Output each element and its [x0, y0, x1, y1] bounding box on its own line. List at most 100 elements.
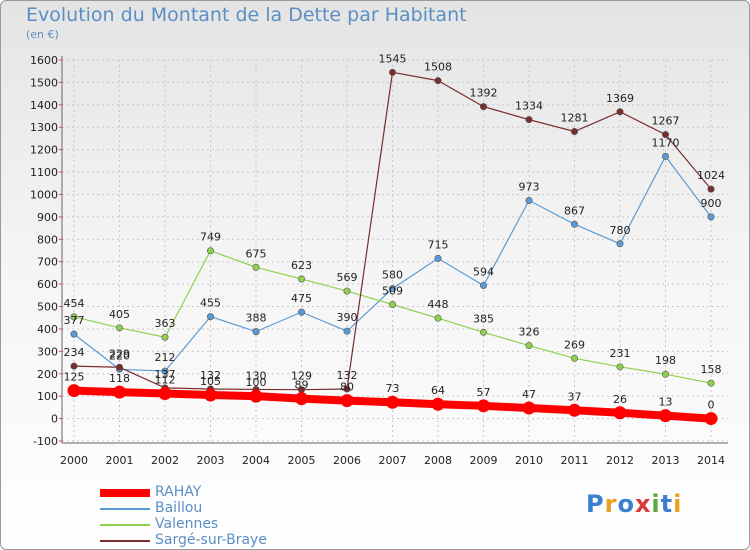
data-point	[707, 379, 715, 387]
chart-unit-label: (en €)	[26, 28, 59, 41]
y-tick-label: 1600	[30, 54, 58, 67]
data-label: 675	[246, 247, 267, 260]
data-point	[570, 220, 578, 228]
legend-item: Baillou	[100, 500, 320, 517]
data-label: 1545	[379, 52, 407, 65]
data-point	[434, 77, 442, 85]
data-point	[386, 395, 399, 409]
x-tick-label: 2011	[561, 454, 589, 467]
data-point	[388, 68, 396, 76]
legend-swatch	[100, 540, 150, 542]
data-point	[70, 362, 78, 370]
legend-label: RAHAY	[155, 484, 202, 500]
y-tick-label: 0	[51, 413, 58, 426]
legend-item: Sargé-sur-Braye	[100, 532, 320, 549]
data-label: 89	[295, 379, 309, 392]
data-label: 0	[708, 399, 715, 412]
data-point	[707, 213, 715, 221]
legend-item: RAHAY	[100, 484, 320, 501]
y-tick-label: 700	[37, 256, 58, 269]
data-point	[704, 412, 718, 426]
x-tick-label: 2000	[60, 454, 88, 467]
data-label: 1024	[697, 169, 725, 182]
data-label: 780	[610, 224, 631, 237]
data-label: 1267	[652, 115, 680, 128]
data-point	[249, 389, 263, 403]
legend-label: Baillou	[155, 500, 203, 516]
data-point	[116, 363, 124, 371]
data-label: 363	[155, 317, 176, 330]
data-label: 234	[64, 346, 85, 359]
legend-item: Valennes	[100, 516, 320, 533]
data-label: 105	[200, 375, 221, 388]
data-label: 129	[291, 370, 312, 383]
data-point	[570, 354, 578, 362]
data-label: 47	[522, 388, 536, 401]
data-label: 1392	[470, 87, 498, 100]
data-label: 569	[337, 271, 358, 284]
data-label: 80	[340, 381, 354, 394]
data-label: 269	[564, 338, 585, 351]
logo-letter: i	[651, 490, 661, 518]
data-label: 326	[519, 326, 540, 339]
x-tick-label: 2009	[470, 454, 498, 467]
data-label: 130	[246, 369, 267, 382]
data-point	[525, 342, 533, 350]
series-layer	[67, 68, 718, 426]
data-label: 390	[337, 311, 358, 324]
data-point	[343, 385, 351, 393]
y-tick-label: 600	[37, 278, 58, 291]
data-label: 64	[431, 384, 445, 397]
data-point	[613, 406, 627, 420]
data-label: 715	[428, 238, 449, 251]
data-label: 229	[109, 347, 130, 360]
legend-swatch	[100, 508, 150, 510]
proxiti-logo: Proxiti	[586, 490, 682, 518]
data-point	[340, 394, 354, 408]
data-point	[431, 397, 445, 411]
data-point	[161, 367, 169, 375]
data-point	[661, 370, 669, 378]
y-tick-label: 300	[37, 345, 58, 358]
data-point	[616, 240, 624, 248]
data-point	[525, 116, 533, 124]
legend-swatch	[100, 524, 150, 526]
y-tick-label: 800	[37, 233, 58, 246]
data-point	[67, 384, 81, 398]
data-label: 454	[64, 297, 85, 310]
y-tick-label: 1400	[30, 99, 58, 112]
legend-label: Sargé-sur-Braye	[155, 532, 267, 548]
data-label: 132	[200, 369, 221, 382]
data-label: 26	[613, 393, 627, 406]
data-point	[252, 328, 260, 336]
legend: RAHAY Baillou Valennes Sargé-sur-Braye	[100, 484, 320, 549]
data-label: 749	[200, 231, 221, 244]
y-tick-label: 1200	[30, 144, 58, 157]
data-label: 900	[701, 197, 722, 210]
y-tick-label: 400	[37, 323, 58, 336]
data-point	[297, 275, 305, 283]
data-label: 448	[428, 298, 449, 311]
data-point	[204, 388, 217, 402]
data-label: 57	[477, 386, 491, 399]
data-label: 580	[382, 269, 403, 282]
data-label: 623	[291, 259, 312, 272]
data-label: 137	[155, 368, 176, 381]
x-tick-label: 2007	[379, 454, 407, 467]
data-label: 1170	[652, 136, 680, 149]
axes: -100010020030040050060070080090010001100…	[30, 54, 728, 467]
data-point	[479, 103, 487, 111]
y-tick-label: 1000	[30, 188, 58, 201]
data-label: 13	[659, 396, 673, 409]
series-line-1	[73, 155, 712, 372]
data-point	[434, 314, 442, 322]
y-tick-label: 1500	[30, 76, 58, 89]
data-point	[295, 392, 308, 406]
data-label: 1369	[606, 92, 634, 105]
data-label: 198	[655, 354, 676, 367]
logo-letter: r	[604, 490, 618, 518]
data-point	[616, 108, 624, 116]
data-label: 231	[610, 347, 631, 360]
